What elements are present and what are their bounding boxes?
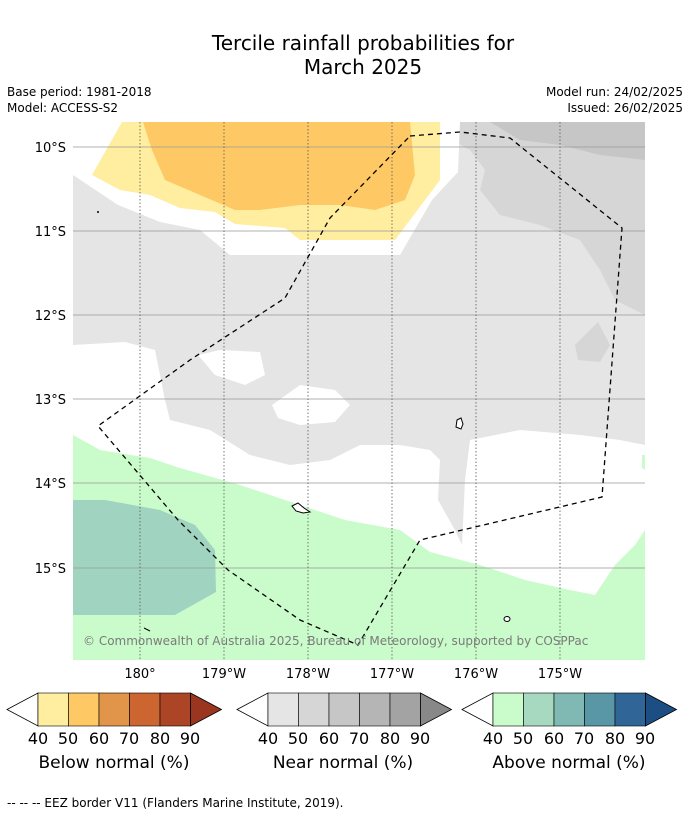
above-normal-40-strip-e — [642, 455, 645, 470]
model-run: Model run: 24/02/2025 — [545, 85, 683, 99]
near-normal-gap-2 — [272, 385, 350, 425]
copyright-text: © Commonwealth of Australia 2025, Bureau… — [83, 634, 588, 648]
colorbar-lower-extend — [461, 692, 494, 727]
cb-near-tick: 50 — [287, 729, 309, 748]
lat-label-14s: 14°S — [35, 477, 66, 492]
colorbar-segment — [37, 692, 69, 727]
colorbar-above-label: Above normal (%) — [492, 753, 646, 773]
colorbar-near-label: Near normal (%) — [272, 753, 414, 773]
title-line-2: March 2025 — [303, 55, 423, 79]
colorbar-below — [6, 692, 223, 727]
lat-labels: 10°S 11°S 12°S 13°S 14°S 15°S — [35, 141, 66, 577]
near-normal-gap-1 — [198, 350, 265, 385]
cb-above-tick: 60 — [543, 729, 565, 748]
cb-below-tick: 80 — [149, 729, 171, 748]
lon-label-180: 180° — [124, 667, 155, 682]
colorbar-lower-extend — [6, 692, 39, 727]
meta-right: Model run: 24/02/2025 Issued: 26/02/2025 — [546, 84, 683, 116]
lon-label-178w: 178°W — [286, 667, 330, 682]
cb-above-tick: 50 — [512, 729, 534, 748]
lon-labels: 180° 179°W 178°W 177°W 176°W 175°W — [124, 667, 582, 682]
island-3 — [503, 616, 511, 622]
island-5 — [143, 627, 151, 632]
colorbar-segment — [98, 692, 130, 727]
near-normal-60-region-ne — [490, 122, 645, 160]
lat-label-15s: 15°S — [35, 562, 66, 577]
near-normal-50-region-ne — [420, 122, 645, 315]
island-2 — [291, 502, 312, 514]
colorbar-above — [461, 692, 678, 727]
colorbar-segment — [129, 692, 161, 727]
cb-near-tick: 40 — [257, 729, 279, 748]
eez-border — [97, 131, 623, 646]
colorbar-segment — [492, 692, 524, 727]
cb-above-tick: 40 — [482, 729, 504, 748]
cb-below-tick: 60 — [88, 729, 110, 748]
graticule — [73, 122, 645, 660]
cb-below-tick: 50 — [57, 729, 79, 748]
meta-left: Base period: 1981-2018 Model: ACCESS-S2 — [7, 84, 152, 116]
colorbar-segment — [359, 692, 391, 727]
colorbar-upper-extend — [190, 692, 223, 727]
cb-near-tick: 60 — [318, 729, 340, 748]
cb-near-tick: 70 — [348, 729, 370, 748]
cb-below-tick: 90 — [179, 729, 201, 748]
island-1 — [455, 417, 464, 430]
lon-label-177w: 177°W — [370, 667, 414, 682]
colorbar-segment — [584, 692, 616, 727]
cb-below-tick: 40 — [27, 729, 49, 748]
cb-below-tick: 70 — [118, 729, 140, 748]
issued-date: Issued: 26/02/2025 — [567, 101, 683, 115]
colorbar-near — [236, 692, 453, 727]
island-4 — [97, 211, 99, 213]
colorbar-segment — [553, 692, 585, 727]
lon-label-175w: 175°W — [538, 667, 582, 682]
colorbar-segment — [614, 692, 646, 727]
colorbar-segment — [298, 692, 330, 727]
colorbar-segment — [267, 692, 299, 727]
model-name: Model: ACCESS-S2 — [7, 101, 119, 115]
cb-near-tick: 80 — [379, 729, 401, 748]
lat-label-10s: 10°S — [35, 141, 66, 156]
above-normal-40-region — [73, 435, 645, 660]
chart-title: Tercile rainfall probabilities for March… — [0, 31, 690, 79]
cb-above-tick: 80 — [604, 729, 626, 748]
colorbar-segment — [523, 692, 555, 727]
near-normal-50-region-e — [575, 322, 610, 362]
lon-label-176w: 176°W — [454, 667, 498, 682]
map-plot-area: © Commonwealth of Australia 2025, Bureau… — [73, 122, 645, 660]
above-normal-50-region — [73, 500, 216, 615]
lat-label-13s: 13°S — [35, 393, 66, 408]
cb-above-tick: 90 — [634, 729, 656, 748]
colorbar-below-label: Below normal (%) — [38, 753, 190, 773]
colorbar-segment — [328, 692, 360, 727]
below-normal-50-region — [143, 122, 415, 210]
title-line-1: Tercile rainfall probabilities for — [211, 31, 515, 55]
cb-above-tick: 70 — [573, 729, 595, 748]
lat-label-11s: 11°S — [35, 225, 66, 240]
colorbar-lower-extend — [236, 692, 269, 727]
colorbar-upper-extend — [645, 692, 678, 727]
colorbar-segment — [389, 692, 421, 727]
base-period: Base period: 1981-2018 — [7, 85, 152, 99]
colorbar-upper-extend — [420, 692, 453, 727]
colorbar-segment — [68, 692, 100, 727]
lat-label-12s: 12°S — [35, 309, 66, 324]
cb-near-tick: 90 — [409, 729, 431, 748]
colorbar-segment — [159, 692, 191, 727]
lon-label-179w: 179°W — [202, 667, 246, 682]
eez-footnote: -- -- -- EEZ border V11 (Flanders Marine… — [7, 796, 344, 810]
